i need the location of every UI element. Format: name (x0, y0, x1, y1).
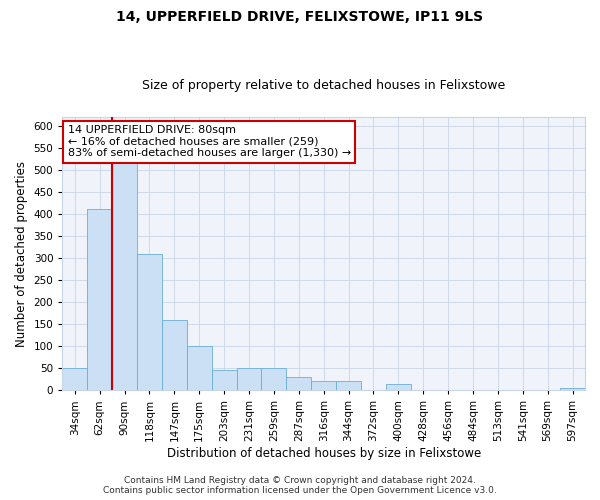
Bar (62, 368, 87, 390)
Bar (137, 254, 162, 390)
Bar (212, 370, 236, 390)
Bar (262, 368, 286, 390)
Title: Size of property relative to detached houses in Felixstowe: Size of property relative to detached ho… (142, 79, 505, 92)
Text: 14, UPPERFIELD DRIVE, FELIXSTOWE, IP11 9LS: 14, UPPERFIELD DRIVE, FELIXSTOWE, IP11 9… (116, 10, 484, 24)
Bar (386, 384, 411, 390)
Bar (286, 377, 311, 390)
Text: 14 UPPERFIELD DRIVE: 80sqm
← 16% of detached houses are smaller (259)
83% of sem: 14 UPPERFIELD DRIVE: 80sqm ← 16% of deta… (68, 125, 351, 158)
Bar (311, 382, 336, 390)
Y-axis label: Number of detached properties: Number of detached properties (15, 160, 28, 346)
Bar (560, 388, 585, 390)
Bar (87, 210, 112, 390)
Bar (162, 320, 187, 390)
X-axis label: Distribution of detached houses by size in Felixstowe: Distribution of detached houses by size … (167, 447, 481, 460)
Bar (187, 346, 212, 391)
Bar (112, 154, 137, 390)
Text: Contains HM Land Registry data © Crown copyright and database right 2024.
Contai: Contains HM Land Registry data © Crown c… (103, 476, 497, 495)
Bar (336, 382, 361, 390)
Bar (236, 368, 262, 390)
